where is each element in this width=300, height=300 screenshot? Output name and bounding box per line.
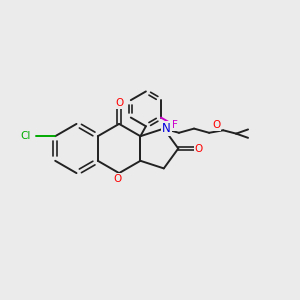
Text: N: N xyxy=(162,122,171,135)
Text: O: O xyxy=(113,173,122,184)
Text: Cl: Cl xyxy=(20,131,30,141)
Text: O: O xyxy=(212,120,220,130)
Text: O: O xyxy=(115,98,123,108)
Text: F: F xyxy=(172,121,178,130)
Text: O: O xyxy=(195,143,203,154)
